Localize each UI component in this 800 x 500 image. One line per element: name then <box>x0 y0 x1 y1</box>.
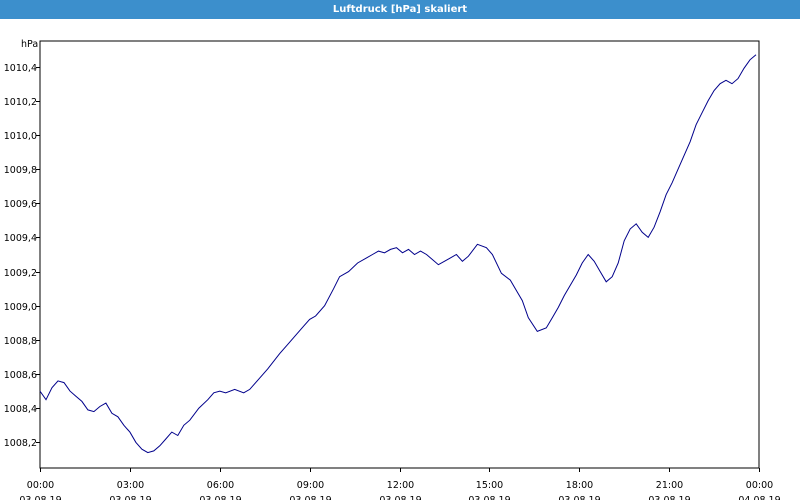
x-tick-label-date: 03.08.19 <box>199 495 241 500</box>
x-tick-label-date: 03.08.19 <box>109 495 151 500</box>
y-tick-label: 1009,4 <box>4 233 37 244</box>
x-tick-label-date: 03.08.19 <box>648 495 690 500</box>
chart-title: Luftdruck [hPa] skaliert <box>332 4 468 15</box>
y-tick-label: 1009,0 <box>4 302 37 313</box>
y-tick-label: 1008,4 <box>4 404 37 415</box>
chart-title-bar: Luftdruck [hPa] skaliert <box>0 0 800 19</box>
x-tick-label-date: 03.08.19 <box>19 495 61 500</box>
y-tick-label: 1010,4 <box>4 63 37 74</box>
y-tick-label: 1009,2 <box>4 268 37 279</box>
x-tick-label-date: 04.08.19 <box>738 495 780 500</box>
y-tick-label: 1009,8 <box>4 165 37 176</box>
axes: 1008,2 1008,4 1008,6 1008,8 1009,0 1009,2 1009… <box>4 40 781 500</box>
x-tick-label-time: 09:00 <box>297 480 324 491</box>
y-tick-label: 1009,6 <box>4 199 37 210</box>
x-tick-label-time: 00:00 <box>27 480 54 491</box>
y-tick-label: 1010,2 <box>4 97 37 108</box>
x-tick-label-date: 03.08.19 <box>468 495 510 500</box>
x-tick-label-date: 03.08.19 <box>558 495 600 500</box>
x-tick-label-time: 21:00 <box>656 480 683 491</box>
x-tick-label-time: 06:00 <box>207 480 234 491</box>
x-tick-label-date: 03.08.19 <box>379 495 421 500</box>
x-tick-label-time: 03:00 <box>117 480 144 491</box>
y-tick-label: 1008,6 <box>4 370 37 381</box>
chart: 1008,2 1008,4 1008,6 1008,8 1009,0 1009,2 1009… <box>4 39 781 500</box>
series-layer <box>39 54 757 454</box>
y-tick-label: 1010,0 <box>4 131 37 142</box>
y-axis-label: hPa <box>21 39 38 50</box>
series-line <box>39 54 757 454</box>
x-tick-label-time: 18:00 <box>566 480 593 491</box>
x-tick-label-time: 00:00 <box>746 480 773 491</box>
y-tick-label: 1008,8 <box>4 336 37 347</box>
plot-area-frame <box>39 40 760 469</box>
y-tick-label: 1008,2 <box>4 438 37 449</box>
x-tick-label-time: 12:00 <box>387 480 414 491</box>
x-tick-label-date: 03.08.19 <box>289 495 331 500</box>
x-tick-label-time: 15:00 <box>476 480 503 491</box>
